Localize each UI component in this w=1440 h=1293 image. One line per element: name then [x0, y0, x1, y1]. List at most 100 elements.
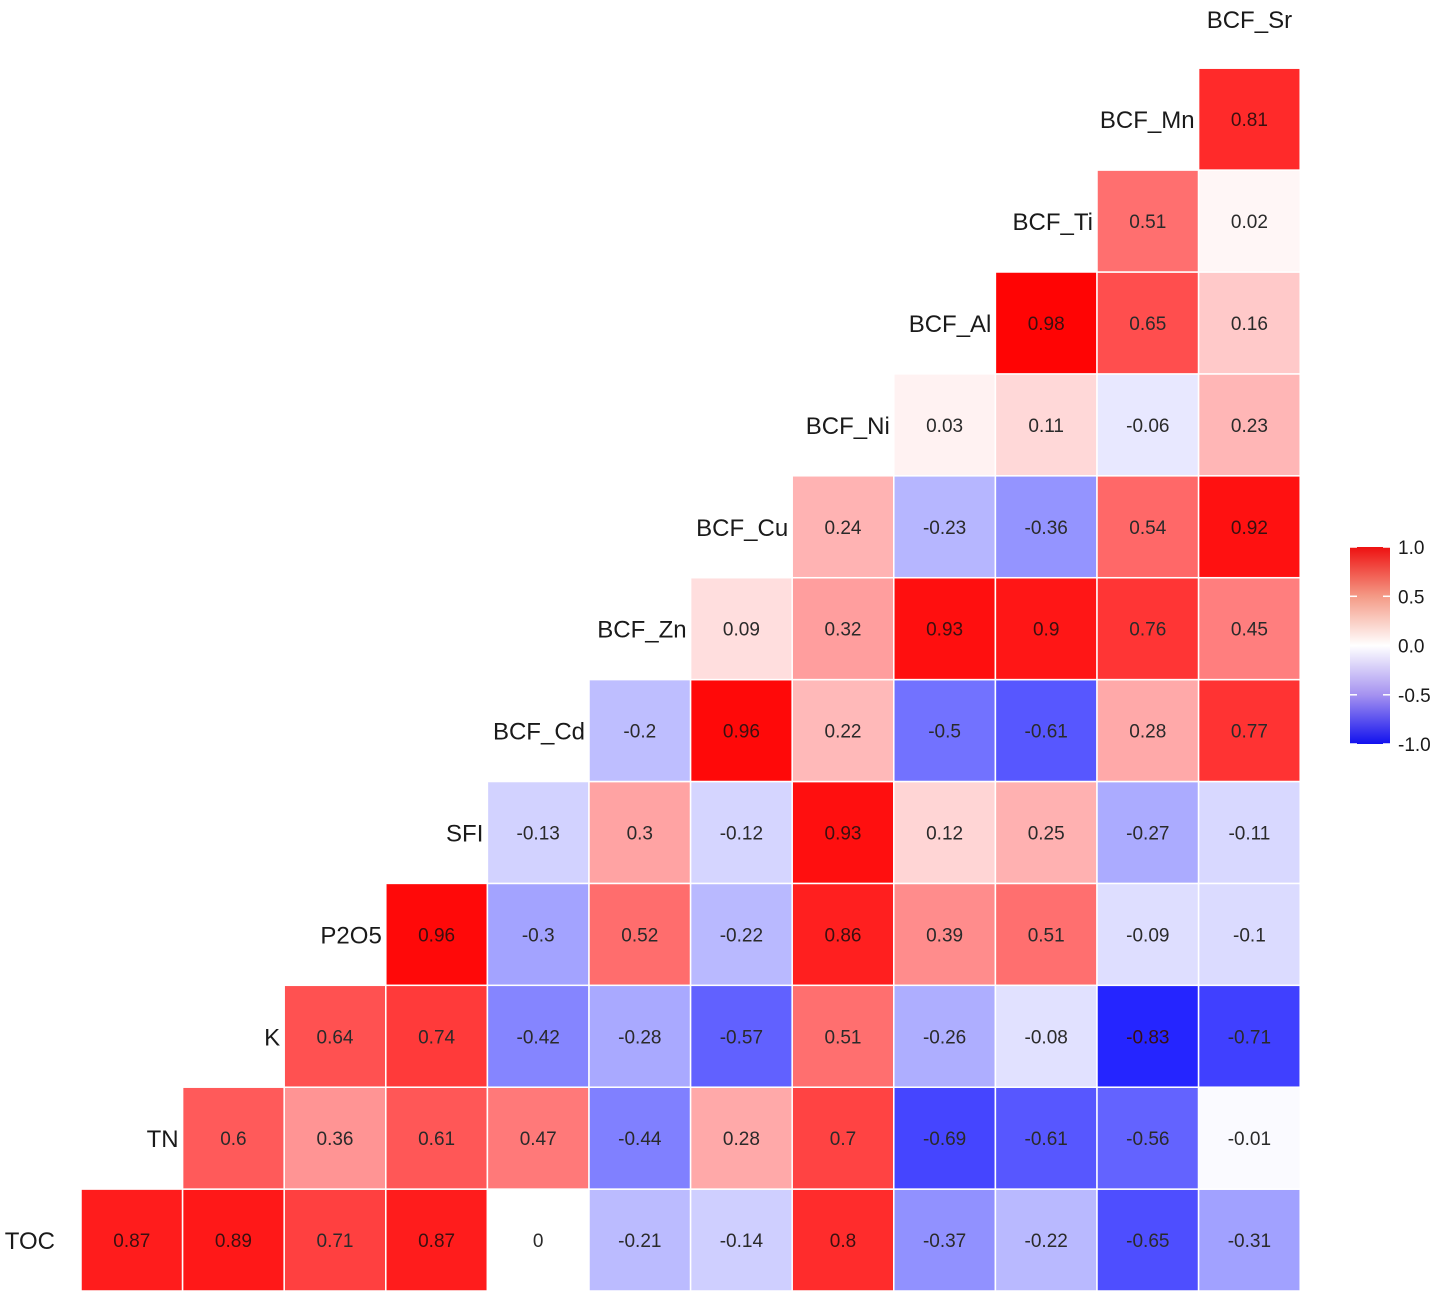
- cell-value-TOC-SFI: 0.87: [418, 1231, 455, 1252]
- heatmap-cell-TN-BCF_Al: [893, 1086, 997, 1190]
- cell-value-BCF_Cu-BCF_Ti: -0.36: [1025, 518, 1068, 539]
- heatmap-cell-TN-BCF_Zn: [588, 1086, 692, 1190]
- var-label-K: K: [264, 1024, 280, 1051]
- heatmap-cell-P2O5-BCF_Sr: [1197, 882, 1301, 987]
- cell-value-K-P2O5: 0.64: [317, 1027, 354, 1048]
- cell-value-P2O5-BCF_Zn: 0.52: [621, 925, 658, 946]
- cell-value-BCF_Cd-BCF_Ti: -0.61: [1025, 722, 1068, 743]
- var-label-BCF_Ti: BCF_Ti: [1013, 209, 1093, 236]
- heatmap-cell-TOC-BCF_Ti: [994, 1188, 1098, 1292]
- cell-value-TN-BCF_Mn: -0.56: [1126, 1129, 1169, 1150]
- cell-value-K-BCF_Sr: -0.71: [1228, 1027, 1271, 1048]
- var-label-BCF_Zn: BCF_Zn: [597, 617, 686, 644]
- cell-value-BCF_Cd-BCF_Al: -0.5: [928, 722, 961, 743]
- cell-value-BCF_Cu-BCF_Sr: 0.92: [1231, 518, 1268, 539]
- cell-value-BCF_Zn-BCF_Cu: 0.09: [723, 620, 760, 641]
- heatmap-cells: 0.87 0.89 0.71 0.87 0 -0.21 -0.14 0.8 -0.37 -0.22…: [80, 67, 1301, 1292]
- var-label-BCF_Sr: BCF_Sr: [1207, 7, 1292, 34]
- cell-value-TN-P2O5: 0.36: [317, 1129, 354, 1150]
- cell-value-BCF_Ni-BCF_Mn: -0.06: [1126, 416, 1169, 437]
- cell-value-TOC-K: 0.89: [215, 1231, 252, 1252]
- cell-value-BCF_Al-BCF_Ti: 0.98: [1028, 314, 1065, 335]
- legend-tick-label: 0.0: [1398, 637, 1424, 658]
- cell-value-TN-SFI: 0.61: [418, 1129, 455, 1150]
- heatmap-cell-BCF_Zn-BCF_Cu: [689, 576, 793, 681]
- cell-value-TOC-P2O5: 0.71: [317, 1231, 354, 1252]
- heatmap-cell-SFI-BCF_Al: [893, 780, 997, 885]
- cell-value-BCF_Cd-BCF_Cu: 0.96: [723, 722, 760, 743]
- legend-tick-label: 0.5: [1398, 587, 1424, 608]
- cell-value-SFI-BCF_Ni: 0.93: [825, 824, 862, 845]
- heatmap-cell-P2O5-BCF_Mn: [1096, 882, 1200, 987]
- cell-value-TOC-BCF_Al: -0.37: [923, 1231, 966, 1252]
- cell-value-K-BCF_Zn: -0.28: [618, 1027, 661, 1048]
- heatmap-cell-P2O5-BCF_Zn: [588, 882, 692, 987]
- heatmap-cell-BCF_Cu-BCF_Ni: [791, 475, 895, 579]
- heatmap-cell-BCF_Ti-BCF_Mn: [1096, 169, 1200, 273]
- cell-value-P2O5-BCF_Cd: -0.3: [522, 925, 555, 946]
- cell-value-TN-BCF_Cu: 0.28: [723, 1129, 760, 1150]
- cell-value-K-BCF_Ni: 0.51: [825, 1027, 862, 1048]
- heatmap-cell-P2O5-BCF_Ti: [994, 882, 1098, 987]
- legend-tick-label: 1.0: [1398, 538, 1424, 559]
- cell-value-TOC-BCF_Ni: 0.8: [830, 1231, 856, 1252]
- heatmap-cell-SFI-BCF_Cd: [486, 780, 590, 885]
- heatmap-cell-BCF_Cu-BCF_Sr: [1197, 475, 1301, 579]
- heatmap-cell-BCF_Cd-BCF_Zn: [588, 678, 692, 783]
- cell-value-SFI-BCF_Al: 0.12: [926, 824, 963, 845]
- cell-value-TOC-BCF_Mn: -0.65: [1126, 1231, 1169, 1252]
- var-label-BCF_Cu: BCF_Cu: [696, 515, 788, 542]
- cell-value-SFI-BCF_Cd: -0.13: [517, 824, 560, 845]
- cell-value-TOC-BCF_Sr: -0.31: [1228, 1231, 1271, 1252]
- cell-value-P2O5-BCF_Al: 0.39: [926, 925, 963, 946]
- heatmap-cell-BCF_Ni-BCF_Al: [893, 373, 997, 477]
- cell-value-P2O5-BCF_Ni: 0.86: [825, 925, 862, 946]
- heatmap-cell-TN-BCF_Sr: [1197, 1086, 1301, 1190]
- heatmap-cell-P2O5-BCF_Cu: [689, 882, 793, 987]
- heatmap-cell-TOC-TN: [80, 1188, 184, 1292]
- heatmap-cell-P2O5-SFI: [385, 882, 489, 987]
- cell-value-K-BCF_Cd: -0.42: [517, 1027, 560, 1048]
- heatmap-cell-TOC-K: [181, 1188, 285, 1292]
- heatmap-cell-BCF_Ti-BCF_Sr: [1197, 169, 1301, 273]
- heatmap-cell-BCF_Cu-BCF_Ti: [994, 475, 1098, 579]
- heatmap-cell-TN-BCF_Ti: [994, 1086, 1098, 1190]
- legend-tick-label: -0.5: [1398, 686, 1431, 707]
- heatmap-cell-K-BCF_Ni: [791, 984, 895, 1088]
- heatmap-cell-SFI-BCF_Cu: [689, 780, 793, 885]
- cell-value-BCF_Mn-BCF_Sr: 0.81: [1231, 110, 1268, 131]
- heatmap-cell-BCF_Al-BCF_Sr: [1197, 271, 1301, 375]
- color-legend: 1.0 0.5 0.0 -0.5 -1.0: [1350, 538, 1431, 756]
- cell-value-TOC-BCF_Cd: 0: [533, 1231, 544, 1252]
- cell-value-K-SFI: 0.74: [418, 1027, 455, 1048]
- cell-value-TN-BCF_Al: -0.69: [923, 1129, 966, 1150]
- cell-value-BCF_Ti-BCF_Mn: 0.51: [1129, 212, 1166, 233]
- heatmap-cell-SFI-BCF_Ti: [994, 780, 1098, 885]
- cell-value-BCF_Ti-BCF_Sr: 0.02: [1231, 212, 1268, 233]
- cell-value-SFI-BCF_Ti: 0.25: [1028, 824, 1065, 845]
- cell-value-P2O5-BCF_Sr: -0.1: [1233, 925, 1266, 946]
- cell-value-BCF_Zn-BCF_Mn: 0.76: [1129, 620, 1166, 641]
- cell-value-BCF_Zn-BCF_Ni: 0.32: [825, 620, 862, 641]
- cell-value-BCF_Cd-BCF_Zn: -0.2: [623, 722, 656, 743]
- var-label-P2O5: P2O5: [320, 922, 381, 949]
- heatmap-cell-TOC-BCF_Al: [893, 1188, 997, 1292]
- heatmap-cell-P2O5-BCF_Ni: [791, 882, 895, 987]
- cell-value-P2O5-BCF_Ti: 0.51: [1028, 925, 1065, 946]
- heatmap-cell-TOC-SFI: [385, 1188, 489, 1292]
- heatmap-cell-SFI-BCF_Mn: [1096, 780, 1200, 885]
- heatmap-cell-TN-K: [181, 1086, 285, 1190]
- var-label-TN: TN: [147, 1126, 179, 1153]
- cell-value-BCF_Al-BCF_Mn: 0.65: [1129, 314, 1166, 335]
- heatmap-cell-BCF_Al-BCF_Ti: [994, 271, 1098, 375]
- var-label-BCF_Al: BCF_Al: [909, 311, 992, 338]
- cell-value-SFI-BCF_Sr: -0.11: [1228, 824, 1270, 845]
- cell-value-P2O5-BCF_Cu: -0.22: [720, 925, 763, 946]
- cell-value-TN-BCF_Ni: 0.7: [830, 1129, 856, 1150]
- heatmap-cell-K-BCF_Cu: [689, 984, 793, 1088]
- cell-value-TOC-BCF_Ti: -0.22: [1025, 1231, 1068, 1252]
- cell-value-TN-BCF_Cd: 0.47: [520, 1129, 557, 1150]
- heatmap-cell-TOC-BCF_Ni: [791, 1188, 895, 1292]
- heatmap-cell-TOC-BCF_Sr: [1197, 1188, 1301, 1292]
